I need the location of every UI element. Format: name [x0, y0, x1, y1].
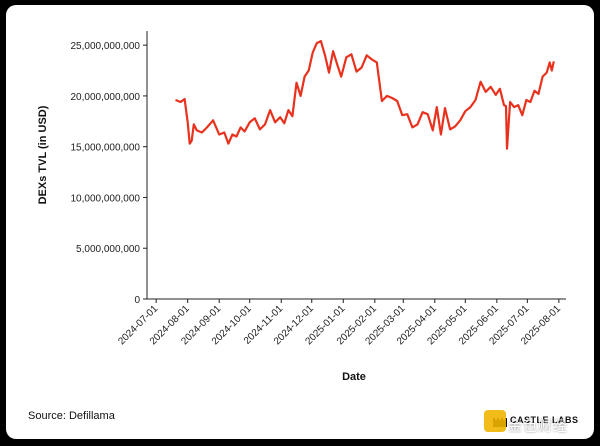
series-group [175, 40, 555, 150]
y-tick-label: 10,000,000,000 [70, 193, 140, 204]
y-tick-label: 0 [134, 295, 140, 306]
x-axis-label: Date [342, 371, 366, 383]
chart-card: 0 5,000,000,000 10,000,000,000 15,000,000,0… [6, 5, 594, 439]
brand-name: CASTLE LABS [510, 415, 579, 425]
x-tick-labels: 2024-07-012024-08-012024-09-012024-10-01… [116, 299, 563, 347]
y-tick-label: 20,000,000,000 [70, 92, 140, 103]
watermark-logo-icon [484, 410, 506, 432]
source-note: Source: Defillama [28, 410, 115, 422]
y-axis-label: DEXs TVL (in USD) [37, 105, 49, 204]
axes [146, 31, 566, 300]
watermark-text: 金色财经 [508, 419, 568, 435]
y-tick-label: 5,000,000,000 [76, 244, 140, 255]
series-line-0 [175, 40, 555, 150]
y-tick-labels: 0 5,000,000,000 10,000,000,000 15,000,000,0… [70, 41, 147, 306]
y-tick-label: 25,000,000,000 [70, 41, 140, 52]
y-tick-label: 15,000,000,000 [70, 143, 140, 154]
line-chart: 0 5,000,000,000 10,000,000,000 15,000,000,0… [37, 31, 566, 383]
